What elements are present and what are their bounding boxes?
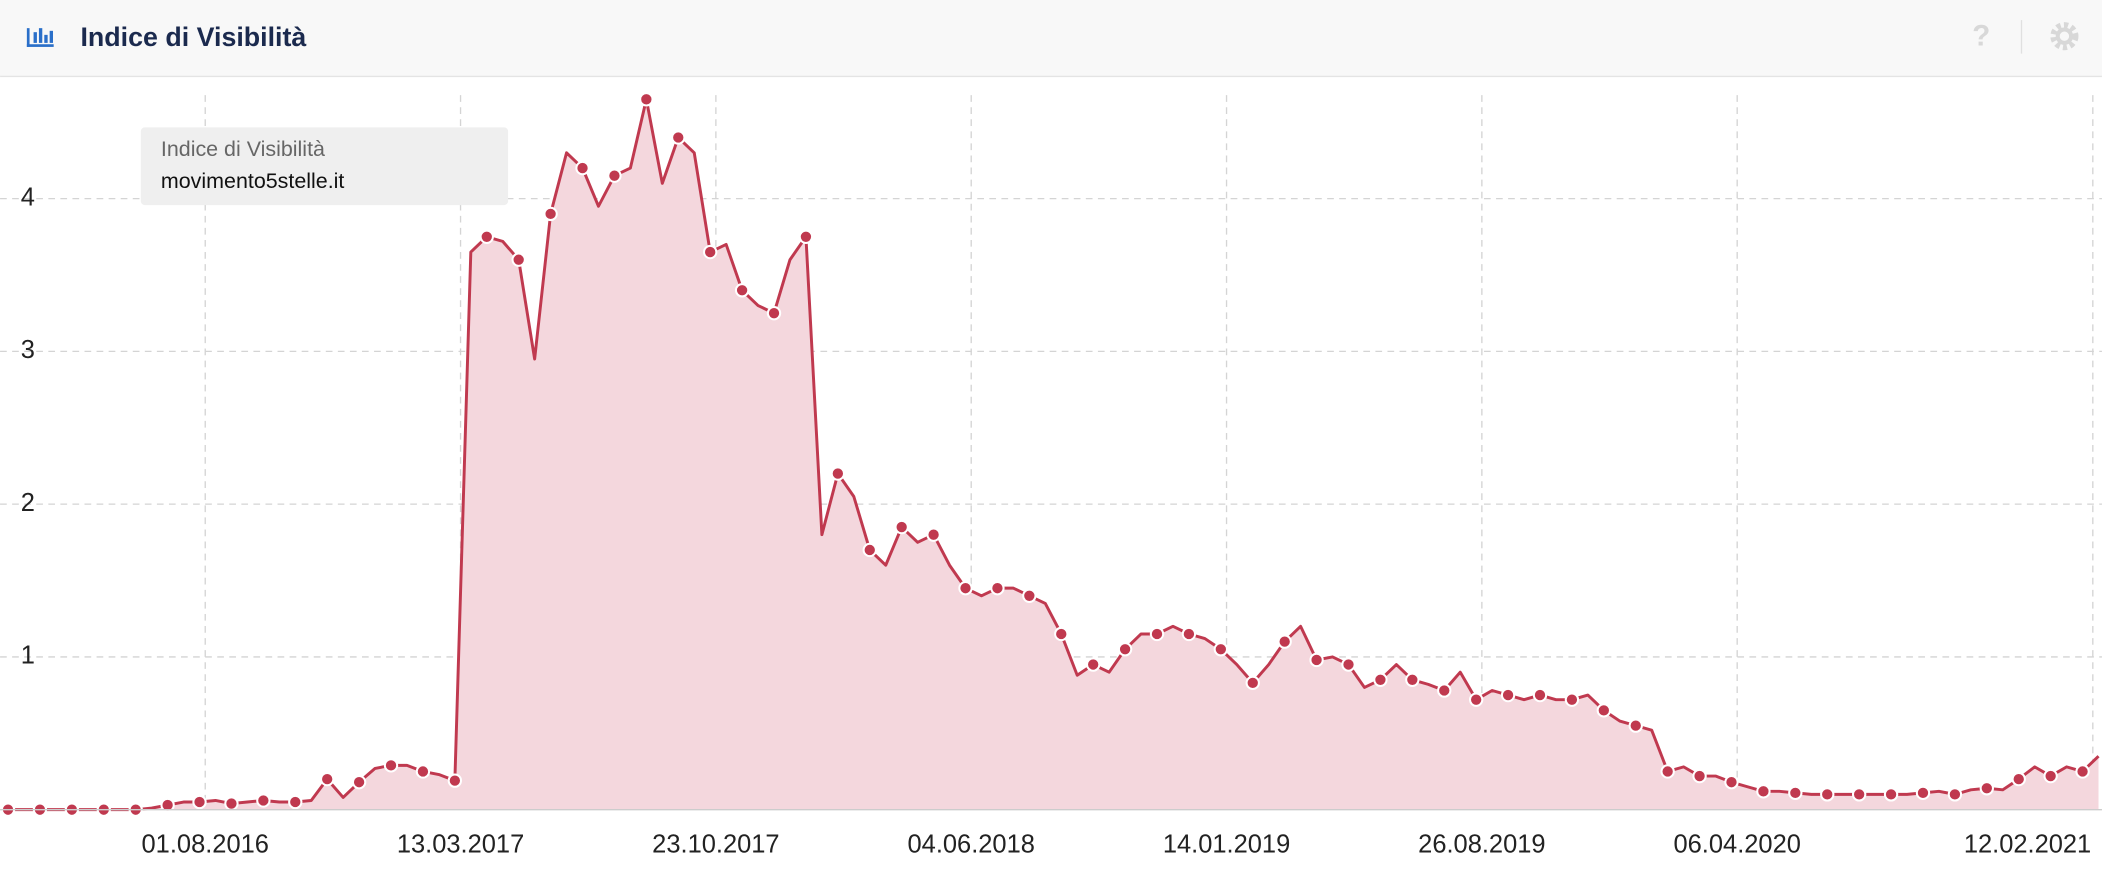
area bbox=[8, 99, 2099, 810]
data-point bbox=[2075, 764, 2090, 779]
data-point bbox=[1979, 781, 1994, 796]
data-point bbox=[1788, 785, 1803, 801]
data-point bbox=[1437, 683, 1452, 698]
data-point bbox=[288, 794, 303, 810]
plot-area: 1 2 3 4 01.08.2016 13.03.2017 23.10.2017 04.06.… bbox=[0, 92, 2102, 859]
x-tick-label: 04.06.2018 bbox=[908, 831, 1035, 859]
data-point bbox=[1500, 687, 1516, 703]
data-point bbox=[160, 797, 175, 813]
data-point bbox=[543, 206, 558, 222]
data-point bbox=[256, 793, 271, 808]
data-point bbox=[2011, 771, 2026, 787]
data-point bbox=[320, 771, 335, 787]
data-point bbox=[1086, 657, 1101, 672]
x-tick-label: 06.04.2020 bbox=[1673, 831, 1800, 859]
data-point bbox=[1309, 652, 1324, 668]
data-point bbox=[671, 130, 686, 145]
data-point bbox=[639, 92, 654, 107]
data-point bbox=[479, 229, 494, 244]
data-point bbox=[447, 773, 463, 788]
data-point bbox=[990, 580, 1005, 596]
data-point bbox=[1277, 634, 1292, 649]
legend-box bbox=[140, 127, 509, 206]
data-point bbox=[1054, 626, 1069, 642]
x-tick-label: 01.08.2016 bbox=[142, 831, 269, 859]
data-point bbox=[926, 527, 941, 542]
legend: Indice di Visibilità movimento5stelle.it bbox=[140, 127, 509, 206]
x-tick-label: 14.01.2019 bbox=[1163, 831, 1290, 859]
data-point bbox=[1660, 764, 1675, 779]
data-point bbox=[511, 252, 526, 267]
x-tick-label: 26.08.2019 bbox=[1418, 831, 1545, 859]
data-point bbox=[607, 168, 622, 183]
header-bar bbox=[0, 0, 2102, 77]
data-point bbox=[192, 794, 207, 810]
x-tick-label: 12.02.2021 bbox=[1964, 831, 2091, 859]
data-point bbox=[1851, 787, 1867, 802]
data-point bbox=[1341, 657, 1356, 672]
data-point bbox=[1628, 718, 1643, 733]
data-point bbox=[1181, 626, 1197, 642]
data-point bbox=[1692, 768, 1707, 784]
data-point bbox=[575, 160, 590, 176]
y-tick-label: 2 bbox=[21, 489, 35, 517]
chart-icon bbox=[26, 28, 54, 47]
data-point bbox=[798, 229, 814, 244]
data-point bbox=[1596, 703, 1612, 718]
data-point bbox=[703, 244, 718, 260]
data-point bbox=[734, 283, 750, 298]
chart-title: Indice di Visibilità bbox=[80, 22, 306, 52]
data-point bbox=[958, 580, 973, 596]
data-point bbox=[830, 466, 846, 481]
data-point bbox=[2043, 768, 2058, 784]
y-tick-label: 3 bbox=[21, 336, 35, 364]
x-tick-label: 23.10.2017 bbox=[652, 831, 779, 859]
settings-icon[interactable] bbox=[2050, 22, 2079, 51]
data-point bbox=[1213, 642, 1229, 657]
data-point bbox=[415, 764, 431, 779]
data-point bbox=[351, 774, 367, 790]
data-point bbox=[1149, 626, 1165, 642]
data-point bbox=[1820, 787, 1835, 802]
data-point bbox=[1756, 784, 1771, 799]
legend-title: Indice di Visibilità bbox=[161, 137, 325, 161]
data-point bbox=[1724, 774, 1739, 790]
x-tick-label: 13.03.2017 bbox=[397, 831, 524, 859]
legend-entry: movimento5stelle.it bbox=[161, 169, 345, 193]
data-point bbox=[1022, 588, 1037, 603]
data-point bbox=[894, 519, 909, 535]
data-point bbox=[1564, 692, 1580, 707]
data-point bbox=[1373, 672, 1388, 687]
data-point bbox=[862, 542, 877, 558]
data-point bbox=[224, 796, 239, 811]
data-point bbox=[383, 758, 399, 773]
data-point bbox=[766, 306, 782, 321]
data-point bbox=[1405, 672, 1420, 687]
help-icon[interactable]: ? bbox=[1972, 19, 1990, 52]
y-tick-label: 4 bbox=[21, 183, 35, 211]
data-point bbox=[1915, 785, 1931, 801]
data-point bbox=[1532, 687, 1548, 703]
data-point bbox=[1117, 642, 1133, 657]
data-point bbox=[1245, 675, 1260, 691]
data-point bbox=[1883, 787, 1899, 802]
data-point bbox=[1468, 692, 1484, 707]
y-tick-label: 1 bbox=[21, 642, 35, 670]
data-point bbox=[1947, 787, 1963, 802]
